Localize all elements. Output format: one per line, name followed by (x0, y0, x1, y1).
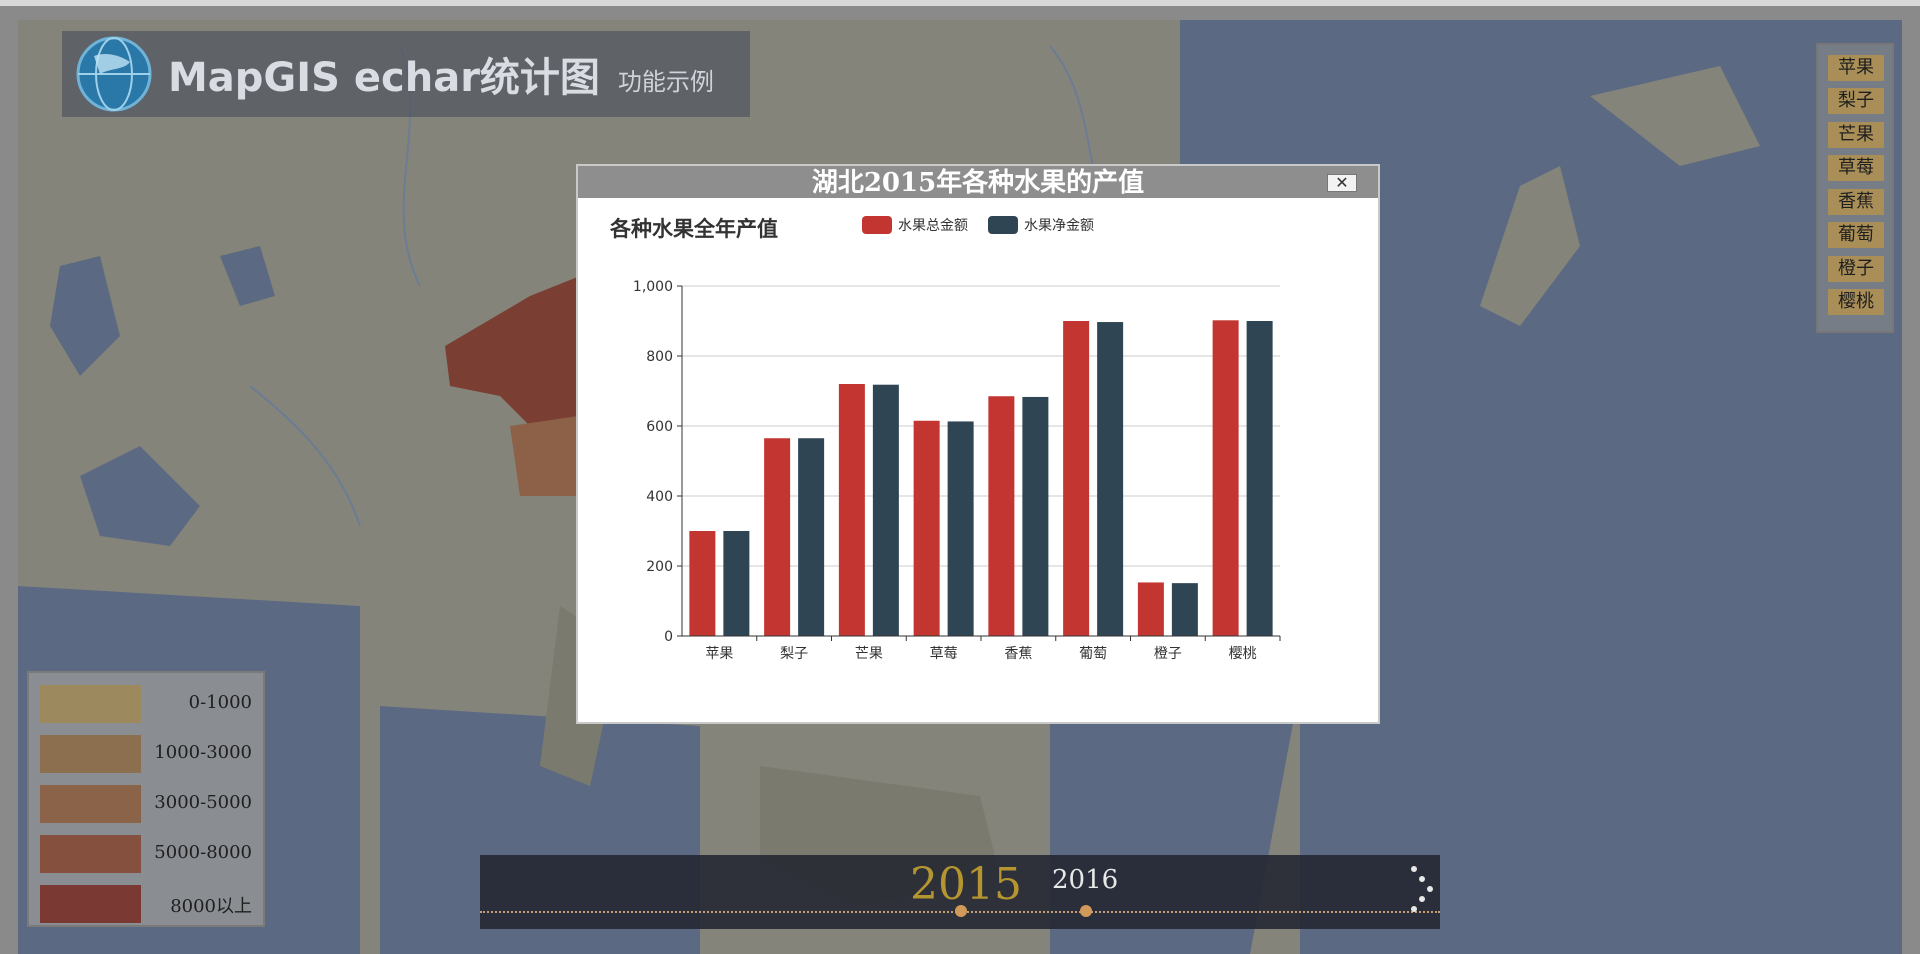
legend-label: 3000-5000 (154, 792, 252, 813)
fruit-item-strawberry[interactable]: 草莓 (1828, 155, 1884, 181)
legend-label: 0-1000 (188, 692, 252, 713)
bar[interactable] (689, 531, 716, 636)
top-strip (0, 0, 1920, 6)
app-subtitle: 功能示例 (617, 67, 714, 96)
legend-swatch (40, 735, 141, 773)
map-view[interactable]: MapGIS echar统计图 功能示例 苹果 梨子 芒果 草莓 香蕉 葡萄 橙… (0, 6, 1920, 954)
fruit-item-pear[interactable]: 梨子 (1828, 88, 1884, 114)
chart-legend: 水果总金额 水果净金额 (862, 216, 1094, 234)
timeline-year-current[interactable]: 2015 (910, 859, 1022, 910)
x-tick-label: 芒果 (855, 646, 883, 662)
x-tick-label: 梨子 (780, 646, 808, 662)
chart-axes: 0 200 400 600 800 1,000 苹果 梨子 芒果 草莓 香蕉 葡萄 橙子 樱桃 (633, 279, 1281, 662)
map-legend: 0-1000 1000-3000 3000-5000 5000-8000 800… (27, 671, 265, 927)
x-tick-label: 草莓 (930, 646, 958, 662)
fruit-item-mango[interactable]: 芒果 (1828, 122, 1884, 148)
x-tick-label: 葡萄 (1079, 646, 1107, 662)
bar[interactable] (1171, 583, 1198, 636)
x-tick-label: 苹果 (705, 646, 733, 662)
legend-swatch (40, 835, 141, 873)
bar[interactable] (1137, 582, 1164, 636)
x-tick-label: 橙子 (1154, 646, 1182, 662)
fruit-item-banana[interactable]: 香蕉 (1828, 189, 1884, 215)
legend-swatch (40, 785, 141, 823)
legend-row: 1000-3000 (40, 735, 252, 773)
legend-label[interactable]: 水果净金额 (1024, 218, 1094, 234)
bar[interactable] (764, 438, 791, 636)
timeline-point-next[interactable] (1080, 905, 1092, 917)
y-tick-label: 0 (664, 629, 673, 645)
fruit-item-grape[interactable]: 葡萄 (1828, 222, 1884, 248)
legend-swatch[interactable] (988, 216, 1018, 234)
bar[interactable] (913, 420, 940, 636)
bar[interactable] (947, 421, 974, 636)
fruit-item-apple[interactable]: 苹果 (1828, 55, 1884, 81)
timeline-point-current[interactable] (955, 905, 967, 917)
chart-dialog-header: 湖北2015年各种水果的产值 ✕ (578, 166, 1378, 198)
x-tick-label: 香蕉 (1004, 646, 1032, 662)
chart-title: 各种水果全年产值 (609, 217, 778, 241)
bar[interactable] (988, 396, 1015, 636)
legend-label: 1000-3000 (154, 742, 252, 763)
legend-swatch (40, 685, 141, 723)
fruit-list-panel: 苹果 梨子 芒果 草莓 香蕉 葡萄 橙子 樱桃 (1816, 43, 1894, 333)
chart-dialog-title: 湖北2015年各种水果的产值 (811, 168, 1145, 198)
legend-label[interactable]: 水果总金额 (898, 218, 968, 234)
close-icon[interactable]: ✕ (1327, 174, 1357, 192)
chart-dialog: 湖北2015年各种水果的产值 ✕ 各种水果全年产值 水果总金额 水果净金额 0 20… (576, 164, 1380, 724)
app-header: MapGIS echar统计图 功能示例 (62, 31, 750, 117)
y-tick-label: 600 (646, 419, 673, 435)
legend-label: 8000以上 (170, 896, 252, 917)
bar-chart: 各种水果全年产值 水果总金额 水果净金额 0 200 400 600 800 1,000 苹果… (609, 216, 1281, 662)
y-tick-label: 800 (646, 349, 673, 365)
legend-swatch[interactable] (862, 216, 892, 234)
legend-swatch (40, 885, 141, 923)
legend-row: 5000-8000 (40, 835, 252, 873)
bar[interactable] (1022, 396, 1049, 636)
app-title: MapGIS echar统计图 (168, 55, 600, 101)
timeline-bar[interactable]: 2015 2016 (480, 855, 1440, 929)
y-tick-label: 1,000 (633, 279, 673, 295)
bar[interactable] (872, 384, 899, 636)
globe-icon (76, 36, 152, 112)
bar[interactable] (1212, 320, 1239, 636)
timeline-year-next[interactable]: 2016 (1052, 865, 1119, 895)
chart-bars (689, 320, 1273, 636)
bar[interactable] (1246, 321, 1273, 636)
y-tick-label: 400 (646, 489, 673, 505)
y-tick-label: 200 (646, 559, 673, 575)
bar[interactable] (798, 438, 825, 636)
bar[interactable] (1063, 321, 1090, 636)
legend-row: 3000-5000 (40, 785, 252, 823)
legend-label: 5000-8000 (154, 842, 252, 863)
bar[interactable] (723, 531, 750, 636)
legend-row: 8000以上 (40, 885, 252, 923)
bar[interactable] (838, 384, 865, 636)
x-tick-label: 樱桃 (1229, 645, 1257, 662)
fruit-item-cherry[interactable]: 樱桃 (1828, 289, 1884, 315)
timeline-play-icon[interactable] (1408, 863, 1436, 913)
legend-row: 0-1000 (40, 685, 252, 723)
bar[interactable] (1097, 322, 1124, 636)
chart-grid (682, 285, 1280, 567)
fruit-item-orange[interactable]: 橙子 (1828, 256, 1884, 282)
